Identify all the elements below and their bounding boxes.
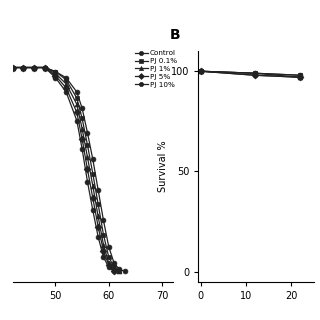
PJ 0.1%: [112, 265, 116, 269]
PJ 10%: [112, 269, 116, 273]
Control: [75, 90, 79, 94]
PJ 5%: [91, 196, 95, 200]
PJ 5%: [21, 66, 25, 69]
PJ 0.1%: [101, 233, 105, 236]
PJ 5%: [107, 263, 111, 267]
PJ 5%: [64, 86, 68, 90]
Control: [107, 245, 111, 249]
Y-axis label: Survival %: Survival %: [158, 140, 168, 192]
PJ 0.1%: [91, 172, 95, 175]
PJ 10%: [91, 208, 95, 212]
Line: PJ 1%: PJ 1%: [10, 65, 122, 274]
PJ 10%: [53, 76, 57, 80]
PJ 5%: [112, 269, 116, 273]
Legend: Control, PJ 0.1%, PJ 1%, PJ 5%, PJ 10%: Control, PJ 0.1%, PJ 1%, PJ 5%, PJ 10%: [135, 50, 177, 88]
PJ 1%: [53, 72, 57, 76]
Line: PJ 5%: PJ 5%: [10, 65, 116, 274]
PJ 1%: [11, 66, 15, 69]
PJ 10%: [64, 90, 68, 94]
PJ 5%: [80, 137, 84, 141]
Control: [53, 70, 57, 74]
Control: [96, 188, 100, 192]
Control: [85, 131, 89, 135]
PJ 10%: [43, 66, 47, 69]
PJ 5%: [101, 249, 105, 253]
PJ 0.1%: [117, 269, 121, 273]
PJ 0.1%: [43, 66, 47, 69]
PJ 10%: [80, 147, 84, 151]
PJ 0.1%: [75, 96, 79, 100]
Line: PJ 10%: PJ 10%: [10, 65, 116, 274]
PJ 0.1%: [85, 143, 89, 147]
PJ 1%: [101, 243, 105, 247]
Text: B: B: [170, 28, 180, 42]
PJ 5%: [43, 66, 47, 69]
Control: [21, 66, 25, 69]
PJ 0.1%: [80, 116, 84, 120]
Control: [91, 157, 95, 161]
PJ 1%: [112, 268, 116, 271]
PJ 0.1%: [11, 66, 15, 69]
PJ 10%: [11, 66, 15, 69]
Line: Control: Control: [10, 65, 127, 274]
Control: [32, 66, 36, 69]
PJ 1%: [117, 269, 121, 273]
PJ 0.1%: [64, 78, 68, 82]
Control: [43, 66, 47, 69]
PJ 1%: [80, 127, 84, 131]
Control: [117, 268, 121, 271]
PJ 10%: [21, 66, 25, 69]
PJ 0.1%: [21, 66, 25, 69]
PJ 10%: [32, 66, 36, 69]
PJ 0.1%: [107, 255, 111, 259]
PJ 1%: [91, 184, 95, 188]
PJ 5%: [53, 74, 57, 77]
PJ 1%: [75, 102, 79, 106]
Control: [101, 219, 105, 222]
PJ 5%: [85, 168, 89, 172]
PJ 1%: [64, 82, 68, 86]
Control: [64, 76, 68, 80]
PJ 5%: [96, 225, 100, 228]
PJ 1%: [21, 66, 25, 69]
Control: [80, 106, 84, 110]
PJ 10%: [107, 265, 111, 269]
Control: [112, 261, 116, 265]
PJ 10%: [101, 255, 105, 259]
PJ 0.1%: [96, 202, 100, 206]
PJ 5%: [75, 110, 79, 114]
PJ 1%: [43, 66, 47, 69]
PJ 1%: [96, 214, 100, 218]
PJ 10%: [85, 180, 89, 184]
PJ 5%: [32, 66, 36, 69]
PJ 0.1%: [53, 70, 57, 74]
PJ 1%: [85, 155, 89, 159]
PJ 1%: [107, 261, 111, 265]
Control: [11, 66, 15, 69]
PJ 1%: [32, 66, 36, 69]
PJ 0.1%: [32, 66, 36, 69]
PJ 5%: [11, 66, 15, 69]
Line: PJ 0.1%: PJ 0.1%: [10, 65, 122, 274]
PJ 10%: [75, 119, 79, 123]
PJ 10%: [96, 235, 100, 239]
Control: [123, 269, 127, 273]
